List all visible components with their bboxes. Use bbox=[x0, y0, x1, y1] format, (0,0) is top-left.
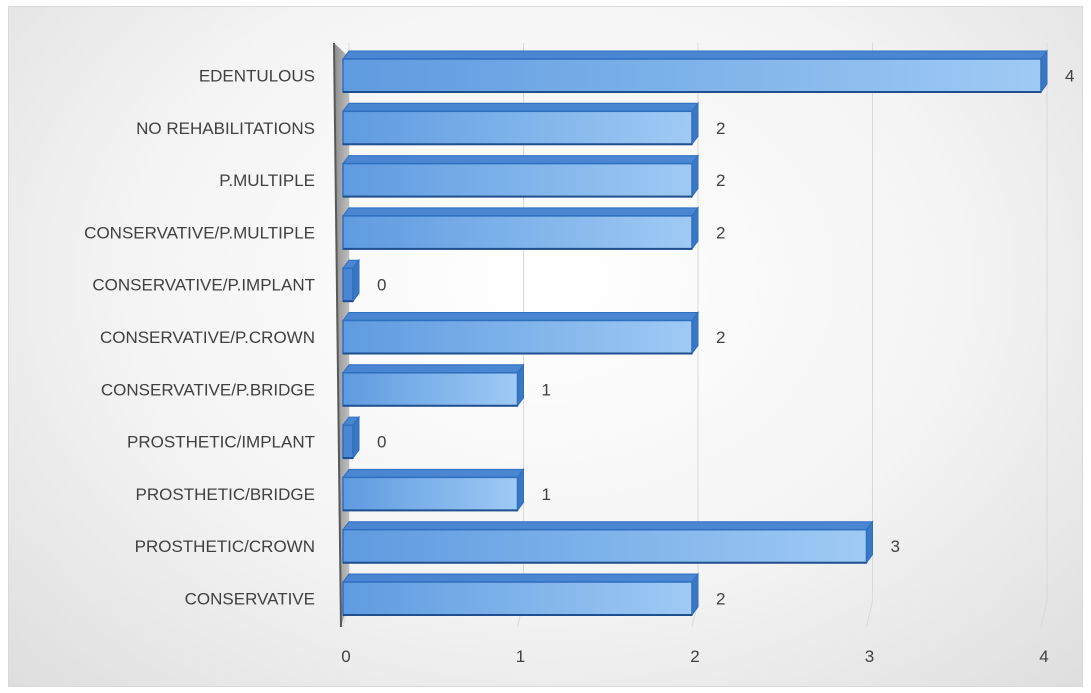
x-tick-label-1: 1 bbox=[516, 647, 525, 666]
bar-end-conservative-p-implant bbox=[352, 258, 360, 303]
bar-end-conservative-p-crown bbox=[691, 311, 699, 355]
bar-end-conservative bbox=[691, 572, 699, 617]
category-label-prosthetic-bridge: PROSTHETIC/BRIDGE bbox=[136, 485, 315, 504]
bar-conservative-p-bridge bbox=[342, 363, 525, 408]
bar-top-conservative-p-bridge bbox=[342, 364, 525, 374]
value-label-conservative-p-implant: 0 bbox=[377, 276, 386, 295]
category-label-conservative: CONSERVATIVE bbox=[185, 590, 315, 609]
value-label-prosthetic-implant: 0 bbox=[377, 433, 386, 452]
bar-end-prosthetic-crown bbox=[866, 520, 873, 565]
value-label-conservative: 2 bbox=[716, 590, 725, 609]
value-label-edentulous: 4 bbox=[1065, 67, 1074, 86]
bar-top-conservative bbox=[342, 573, 699, 583]
bar-conservative bbox=[342, 572, 699, 617]
x-tick-label-4: 4 bbox=[1039, 647, 1048, 666]
bar-edentulous bbox=[342, 49, 1048, 94]
bar-front-conservative-p-multiple bbox=[342, 215, 693, 250]
value-label-p-multiple: 2 bbox=[716, 171, 725, 190]
bar-no-rehabilitations bbox=[342, 101, 699, 146]
x-tick-labels: 0 1 2 3 4 bbox=[341, 647, 1048, 666]
bar-front-conservative-p-bridge bbox=[342, 372, 519, 407]
x-tick-label-3: 3 bbox=[865, 647, 874, 666]
bars bbox=[342, 49, 1048, 617]
bar-top-edentulous bbox=[342, 50, 1048, 60]
bar-end-edentulous bbox=[1040, 49, 1048, 94]
bar-front-prosthetic-implant bbox=[342, 424, 354, 459]
category-label-edentulous: EDENTULOUS bbox=[199, 67, 315, 86]
x-tick-label-0: 0 bbox=[341, 647, 350, 666]
gridline-floor-3 bbox=[866, 600, 873, 628]
bar-prosthetic-crown bbox=[342, 520, 874, 565]
bar-conservative-p-multiple bbox=[342, 206, 699, 251]
bar-conservative-p-crown bbox=[342, 311, 699, 355]
bar-front-conservative bbox=[342, 581, 693, 616]
category-labels: CONSERVATIVE PROSTHETIC/CROWN PROSTHETIC/B… bbox=[84, 67, 315, 609]
bar-end-conservative-p-bridge bbox=[517, 363, 524, 408]
category-label-prosthetic-implant: PROSTHETIC/IMPLANT bbox=[127, 433, 315, 452]
bar-chart: CONSERVATIVE PROSTHETIC/CROWN PROSTHETIC/B… bbox=[84, 42, 1074, 666]
value-label-conservative-p-crown: 2 bbox=[716, 328, 725, 347]
category-label-conservative-p-bridge: CONSERVATIVE/P.BRIDGE bbox=[101, 380, 315, 399]
bar-prosthetic-bridge bbox=[342, 467, 525, 512]
bar-end-prosthetic-bridge bbox=[517, 467, 524, 512]
bar-end-no-rehabilitations bbox=[691, 101, 699, 146]
bar-front-no-rehabilitations bbox=[342, 110, 693, 146]
gridline-floor-4 bbox=[1040, 600, 1048, 628]
bar-prosthetic-implant bbox=[342, 415, 360, 460]
bar-front-prosthetic-bridge bbox=[342, 476, 519, 512]
value-label-conservative-p-bridge: 1 bbox=[542, 380, 551, 399]
category-label-p-multiple: P.MULTIPLE bbox=[219, 171, 315, 190]
value-label-prosthetic-bridge: 1 bbox=[542, 485, 551, 504]
bar-end-p-multiple bbox=[691, 154, 699, 199]
category-label-prosthetic-crown: PROSTHETIC/CROWN bbox=[135, 537, 315, 556]
bar-top-no-rehabilitations bbox=[342, 102, 699, 112]
bar-end-conservative-p-multiple bbox=[691, 206, 699, 251]
category-label-conservative-p-implant: CONSERVATIVE/P.IMPLANT bbox=[92, 276, 315, 295]
bar-end-prosthetic-implant bbox=[352, 415, 360, 460]
bar-p-multiple bbox=[342, 154, 699, 199]
x-tick-label-2: 2 bbox=[690, 647, 699, 666]
category-label-no-rehabilitations: NO REHABILITATIONS bbox=[136, 119, 315, 138]
value-label-prosthetic-crown: 3 bbox=[891, 537, 900, 556]
bar-top-conservative-p-multiple bbox=[342, 207, 699, 217]
bar-top-prosthetic-bridge bbox=[342, 468, 525, 478]
bar-front-edentulous bbox=[342, 58, 1042, 93]
chart-frame: CONSERVATIVE PROSTHETIC/CROWN PROSTHETIC/B… bbox=[8, 6, 1083, 687]
bar-top-conservative-p-crown bbox=[342, 312, 699, 321]
value-labels: 2 3 1 0 1 2 0 2 2 2 4 bbox=[377, 67, 1074, 609]
bar-front-p-multiple bbox=[342, 162, 693, 198]
category-label-conservative-p-crown: CONSERVATIVE/P.CROWN bbox=[100, 328, 315, 347]
bar-conservative-p-implant bbox=[342, 258, 360, 303]
value-label-conservative-p-multiple: 2 bbox=[716, 223, 725, 242]
bar-top-prosthetic-crown bbox=[342, 521, 874, 531]
category-label-conservative-p-multiple: CONSERVATIVE/P.MULTIPLE bbox=[84, 223, 315, 242]
bar-front-conservative-p-implant bbox=[342, 267, 354, 302]
y-axis-line bbox=[333, 42, 342, 628]
bar-top-p-multiple bbox=[342, 155, 699, 165]
bar-front-prosthetic-crown bbox=[342, 528, 868, 564]
value-label-no-rehabilitations: 2 bbox=[716, 119, 725, 138]
bar-front-conservative-p-crown bbox=[342, 319, 693, 355]
